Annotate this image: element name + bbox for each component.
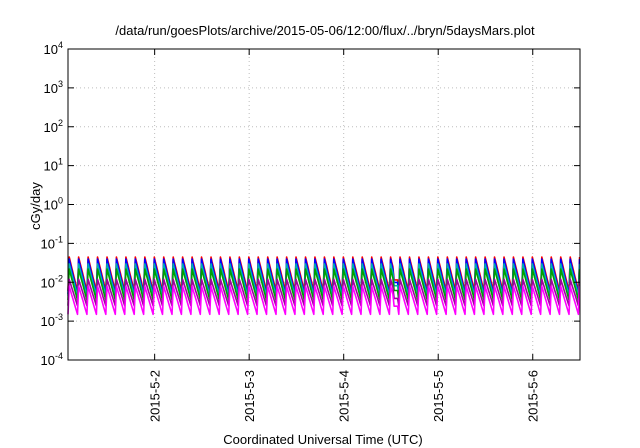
series-line-5 [67, 285, 581, 316]
y-tick-label: 101 [44, 157, 63, 174]
y-tick-label: 10-3 [41, 312, 63, 329]
y-tick-label: 100 [44, 196, 63, 213]
y-tick-label: 104 [44, 40, 63, 57]
y-tick-label: 10-1 [41, 234, 63, 251]
chart-title: /data/run/goesPlots/archive/2015-05-06/1… [115, 23, 535, 38]
x-tick-label: 2015-5-3 [242, 370, 257, 422]
x-axis-label: Coordinated Universal Time (UTC) [223, 432, 422, 447]
y-axis-label: cGy/day [28, 182, 43, 230]
y-axis: 10-4 10-3 10-2 10-1 100 101 102 103 104 [41, 40, 580, 368]
x-tick-label: 2015-5-6 [526, 370, 541, 422]
x-axis: 2015-5-2 2015-5-3 2015-5-4 2015-5-5 2015-5-6 [148, 49, 541, 422]
series-layer [67, 256, 581, 316]
y-tick-label: 102 [44, 118, 63, 135]
x-tick-label: 2015-5-5 [431, 370, 446, 422]
y-tick-label: 103 [44, 79, 63, 96]
y-tick-label: 10-4 [41, 351, 63, 368]
y-tick-label: 10-2 [41, 273, 63, 290]
x-tick-label: 2015-5-2 [148, 370, 163, 422]
x-tick-label: 2015-5-4 [337, 370, 352, 422]
